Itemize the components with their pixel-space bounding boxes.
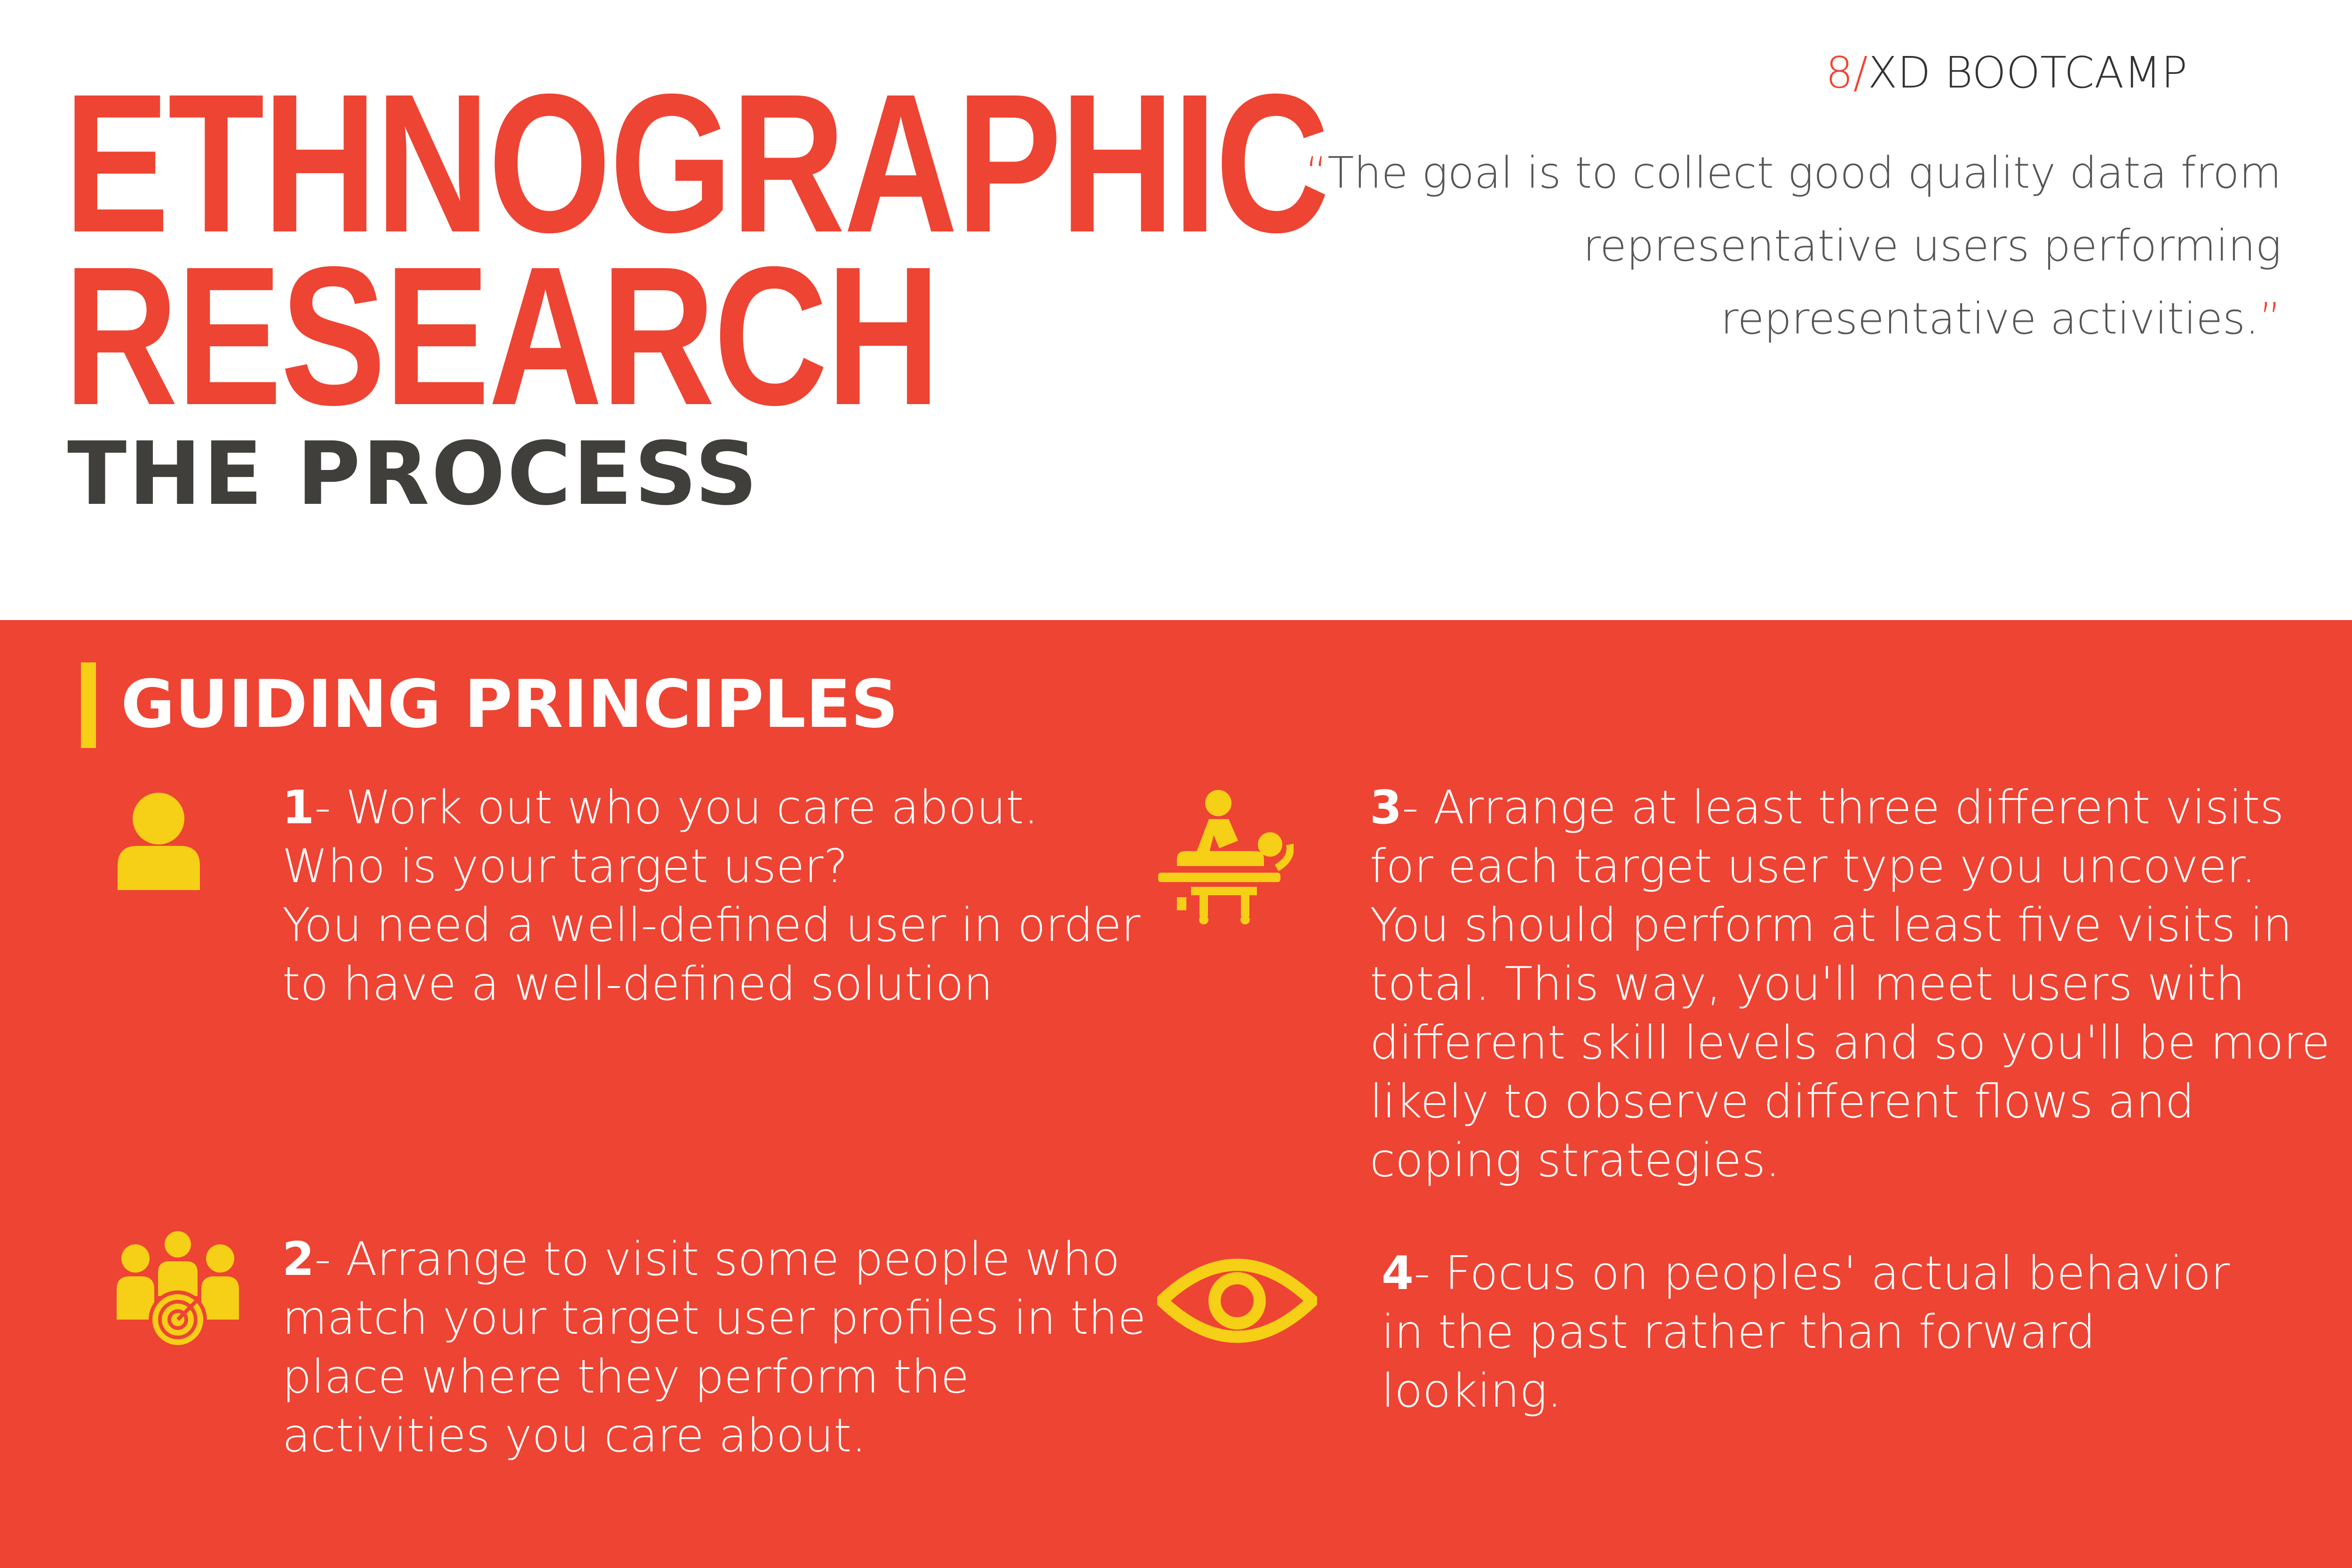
principle-1-line-4: to have a well-defined solution — [282, 957, 993, 1011]
target-group-icon — [117, 1231, 239, 1348]
brand-slash: / — [1853, 48, 1868, 98]
page-title-line-1: ETHNOGRAPHIC — [64, 53, 1329, 274]
principle-4: 4- Focus on peoples' actual behavior in … — [1382, 1244, 2275, 1421]
principle-3-line-2: for each target user type you uncover. — [1370, 840, 2257, 893]
principle-1-number: 1 — [282, 781, 315, 835]
massage-icon — [1158, 790, 1294, 924]
principle-1-line-1: - Work out who you care about. — [314, 781, 1039, 835]
quote-line-3: representative activities. — [1720, 294, 2259, 344]
principle-2-line-1: - Arrange to visit some people who — [314, 1233, 1120, 1286]
quote-open-mark: “ — [1305, 148, 1328, 198]
brand-number: 8 — [1826, 48, 1853, 98]
quote-close-mark: ” — [2259, 294, 2281, 344]
principle-2-line-2: match your target user profiles in the — [282, 1291, 1146, 1345]
section-accent-bar — [81, 662, 96, 748]
principle-1: 1- Work out who you care about. Who is y… — [282, 779, 1152, 1014]
principle-3-line-6: likely to observe different flows and — [1370, 1075, 2194, 1129]
eye-icon — [1157, 1258, 1317, 1343]
principle-1-line-2: Who is your target user? — [282, 840, 848, 893]
principle-3-line-7: coping strategies. — [1370, 1134, 1780, 1187]
user-icon — [118, 793, 200, 890]
principle-2: 2- Arrange to visit some people who matc… — [282, 1230, 1152, 1465]
principle-2-line-4: activities you care about. — [282, 1409, 866, 1463]
page-subtitle: THE PROCESS — [67, 423, 760, 525]
principle-3-line-3: You should perform at least five visits … — [1370, 899, 2292, 952]
section-title: GUIDING PRINCIPLES — [121, 666, 898, 743]
header-area: ETHNOGRAPHIC RESEARCH THE PROCESS 8/XD B… — [0, 0, 2352, 620]
brand-label: 8/XD BOOTCAMP — [1826, 47, 2187, 99]
principle-4-line-3: looking. — [1382, 1364, 1562, 1418]
quote-line-2: representative users performing — [1583, 221, 2281, 271]
quote-line-1: The goal is to collect good quality data… — [1327, 148, 2281, 198]
principle-4-line-2: in the past rather than forward — [1382, 1305, 2096, 1359]
principles-panel — [0, 620, 2352, 1568]
principle-1-line-3: You need a well-defined user in order — [282, 899, 1141, 952]
principle-4-number: 4 — [1382, 1247, 1414, 1300]
principle-3-line-4: total. This way, you'll meet users with — [1370, 957, 2245, 1011]
principle-2-number: 2 — [282, 1233, 315, 1286]
principle-4-line-1: - Focus on peoples' actual behavior — [1414, 1247, 2230, 1300]
principle-3-line-5: different skill levels and so you'll be … — [1370, 1016, 2330, 1070]
principle-2-line-3: place where they perform the — [282, 1350, 969, 1404]
brand-name: XD BOOTCAMP — [1867, 48, 2187, 98]
principle-3: 3- Arrange at least three different visi… — [1370, 779, 2330, 1190]
quote: “The goal is to collect good quality dat… — [1200, 136, 2282, 355]
principle-3-line-1: - Arrange at least three different visit… — [1402, 781, 2284, 835]
principle-3-number: 3 — [1370, 781, 1402, 835]
page-title-line-2: RESEARCH — [64, 226, 940, 446]
